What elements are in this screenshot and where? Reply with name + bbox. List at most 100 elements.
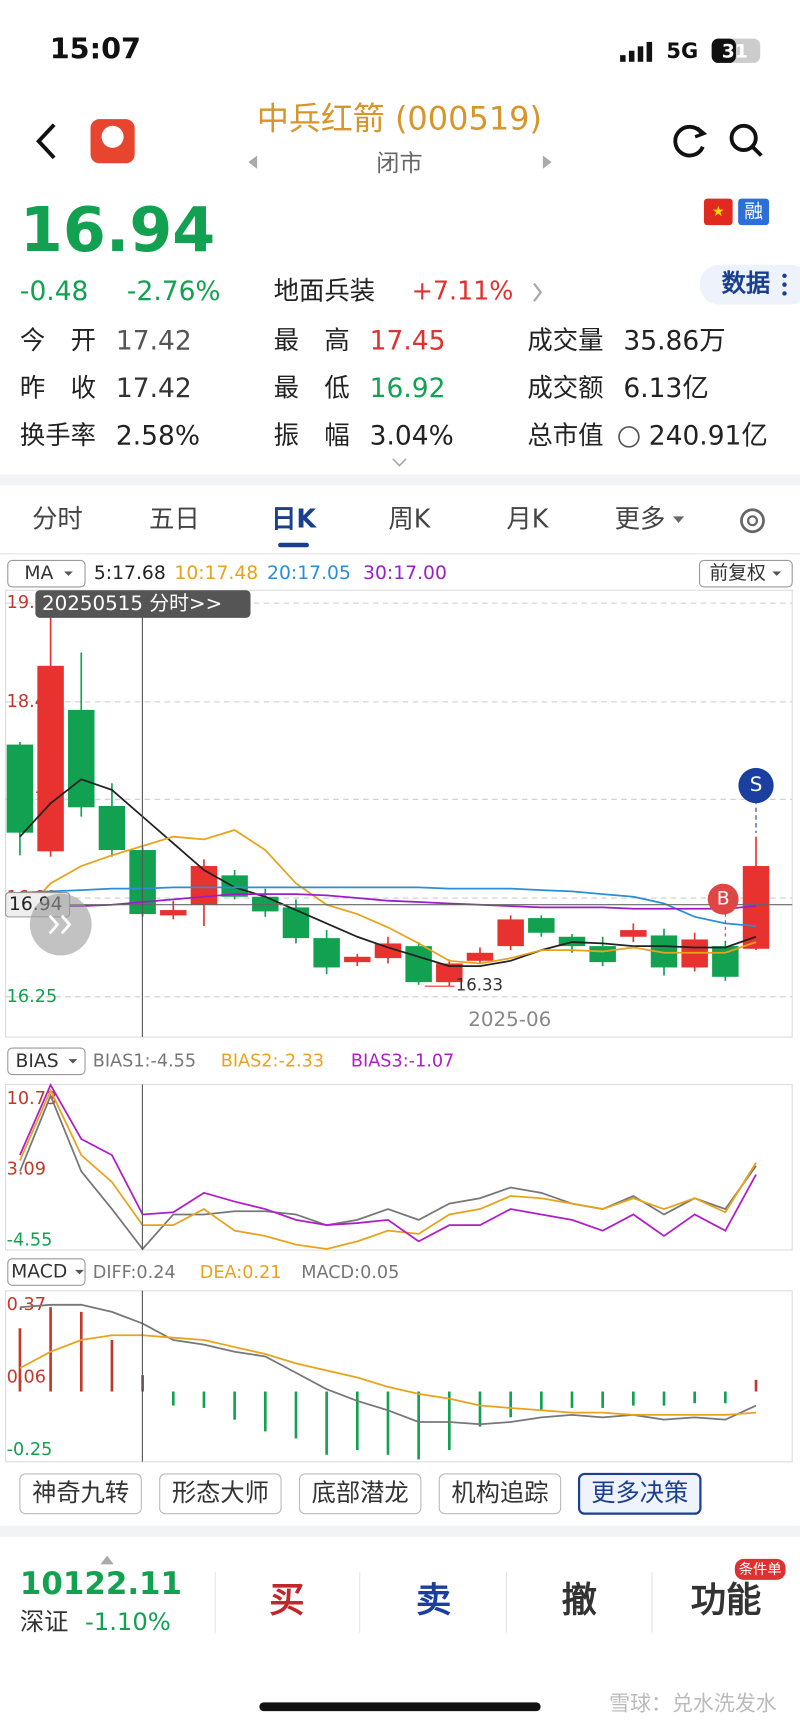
strategy-button-bg[interactable] <box>577 1472 702 1515</box>
candle-body <box>221 875 248 897</box>
settings-button[interactable] <box>740 508 765 534</box>
stat-value: 240.91亿 <box>649 420 768 451</box>
macd-legend: MACD:0.05 <box>301 1263 399 1283</box>
action-button[interactable]: 买 <box>269 1580 304 1621</box>
next-stock[interactable] <box>542 155 552 169</box>
macd-bar <box>632 1391 635 1406</box>
price: 16.94 <box>20 194 215 266</box>
candle-body <box>436 963 463 983</box>
change: -0.48 <box>20 276 89 307</box>
bias-indicator[interactable]: BIAS <box>16 1051 59 1072</box>
strategy-button[interactable]: 形态大师 <box>172 1478 269 1507</box>
macd-bar <box>386 1391 390 1455</box>
bias-tick-label: 3.09 <box>7 1160 46 1180</box>
macd-bar <box>509 1391 512 1418</box>
watermark: 雪球：兑水洗发水 <box>609 1692 777 1716</box>
tab[interactable]: 日K <box>271 504 317 534</box>
network: 5G <box>666 39 698 63</box>
strategy-button[interactable]: 底部潜龙 <box>312 1478 409 1507</box>
scroll-button[interactable] <box>29 893 92 956</box>
index-value[interactable]: 10122.11 <box>20 1566 182 1602</box>
macd-legend: DEA:0.21 <box>200 1263 282 1283</box>
stat-label: 总市值 <box>527 420 603 450</box>
action-button[interactable]: 撤 <box>562 1580 597 1621</box>
strategy-button-bg[interactable] <box>298 1473 422 1515</box>
candle-body <box>98 805 126 851</box>
indicator-select[interactable] <box>7 559 86 588</box>
strategy-button-bg[interactable] <box>159 1473 282 1515</box>
battery-text: 31 <box>722 41 748 62</box>
macd-legend: DIFF:0.24 <box>93 1263 176 1283</box>
tab[interactable]: 五日 <box>149 504 200 534</box>
ma-legend: 10:17.48 <box>174 563 258 584</box>
macd-bar <box>693 1391 697 1404</box>
candle-body <box>344 956 371 963</box>
candle-body <box>466 952 494 961</box>
stat-label: 今 开 <box>20 325 96 355</box>
candle-body <box>374 943 402 959</box>
tab[interactable]: 分时 <box>32 504 83 534</box>
stat-value: 17.42 <box>116 326 192 357</box>
ma-indicator[interactable]: MA <box>24 563 53 584</box>
stat-label: 振 幅 <box>274 420 350 450</box>
tooltip[interactable]: 20250515 分时>> <box>42 592 222 615</box>
tooltip-bg[interactable] <box>35 590 251 618</box>
buy-marker <box>707 883 739 915</box>
tab[interactable]: 更多 <box>615 504 666 534</box>
macd-bar <box>79 1311 83 1392</box>
strategy-button-bg[interactable] <box>438 1473 562 1515</box>
buy-mark: B <box>717 889 730 910</box>
stat-value: 35.86万 <box>623 326 725 357</box>
data-button[interactable]: 数据 <box>722 269 771 298</box>
macd-select[interactable] <box>7 1258 86 1286</box>
candle-body <box>405 946 432 983</box>
home-indicator <box>259 1702 541 1712</box>
ma-legend: 30:17.00 <box>363 563 447 584</box>
search-button[interactable] <box>729 123 758 152</box>
macd-bar <box>263 1391 267 1432</box>
candle-body <box>528 918 555 933</box>
strategy-button[interactable]: 机构追踪 <box>451 1478 548 1507</box>
candle-body <box>620 930 647 937</box>
action-button[interactable]: 功能 <box>691 1580 762 1621</box>
strategy-button[interactable]: 更多决策 <box>591 1478 688 1507</box>
macd-bar <box>540 1391 543 1411</box>
stat-label: 换手率 <box>20 420 96 450</box>
sell-mark: S <box>750 773 763 796</box>
stat-value: 17.45 <box>370 326 446 357</box>
macd-bar <box>202 1391 206 1408</box>
adjust[interactable]: 前复权 <box>709 562 766 584</box>
strategy-button-bg[interactable] <box>19 1473 142 1515</box>
macd-indicator[interactable]: MACD <box>11 1262 67 1283</box>
ma-legend: 20:17.05 <box>267 563 351 584</box>
macd-bar <box>325 1391 328 1455</box>
prev-stock[interactable] <box>248 155 258 169</box>
data-button-bg[interactable] <box>699 264 800 305</box>
refresh-button[interactable] <box>673 124 705 158</box>
tab[interactable]: 周K <box>388 504 431 534</box>
logo-mark <box>101 125 124 148</box>
bias-tick-label: -4.55 <box>7 1230 53 1250</box>
candle-body <box>160 910 187 916</box>
stat-label: 昨 收 <box>20 372 96 402</box>
stat-label: 最 高 <box>274 325 350 355</box>
margin-badge-bg <box>738 198 770 226</box>
back-button[interactable] <box>36 123 56 160</box>
macd-bar <box>662 1391 666 1406</box>
adjust-select[interactable] <box>698 559 793 588</box>
sector[interactable]: 地面兵装 <box>274 275 375 305</box>
svg-text:★: ★ <box>712 204 725 220</box>
macd-bar <box>233 1391 236 1420</box>
tab[interactable]: 月K <box>506 504 549 534</box>
action-button[interactable]: 卖 <box>416 1580 451 1621</box>
macd-bar <box>355 1391 359 1451</box>
macd-bar <box>601 1391 604 1408</box>
stat-value: 17.42 <box>116 373 192 404</box>
bias-select[interactable] <box>7 1047 86 1076</box>
badge-bg <box>734 1558 786 1580</box>
candle-body <box>282 907 310 939</box>
strategy-button[interactable]: 神奇九转 <box>32 1478 129 1507</box>
more-arrow <box>673 516 685 523</box>
help-icon[interactable] <box>618 426 640 448</box>
